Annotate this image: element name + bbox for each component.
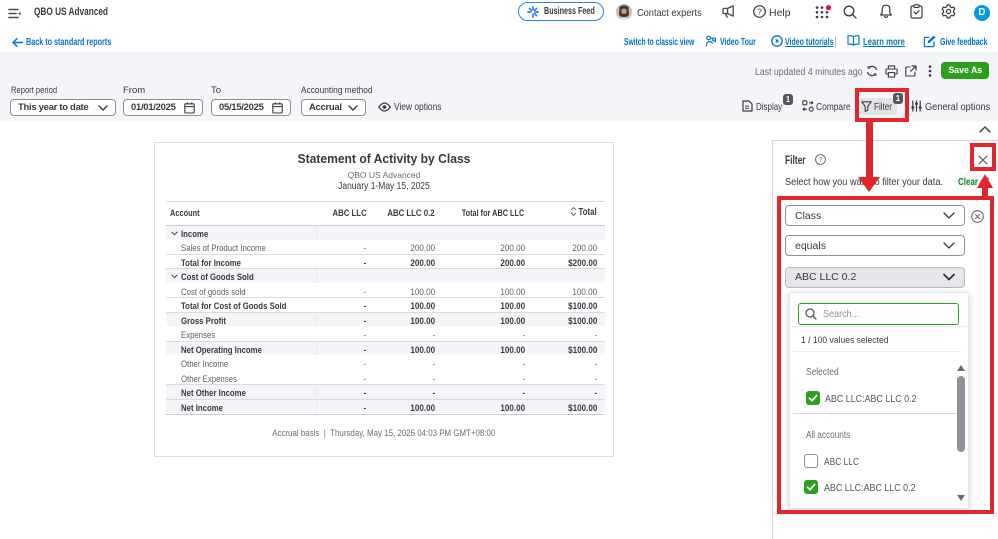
svg-text:?: ?: [819, 157, 823, 164]
svg-text:?: ?: [757, 7, 762, 16]
